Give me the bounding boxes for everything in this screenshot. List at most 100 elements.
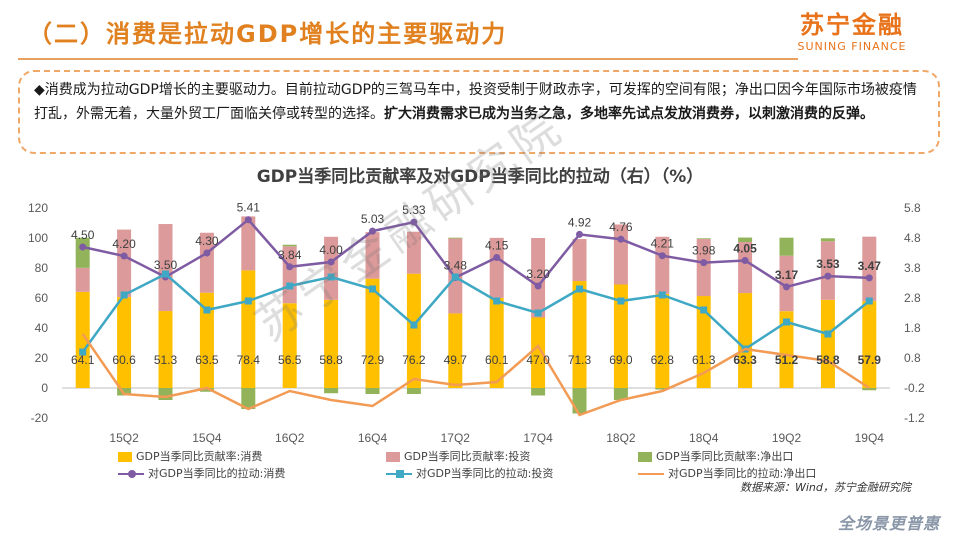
bar-investment — [738, 242, 753, 294]
bar-consumption — [199, 292, 214, 388]
bar-investment — [117, 229, 132, 298]
bar-investment — [75, 267, 90, 292]
data-label-consumption-contribution: 57.9 — [858, 353, 882, 367]
bar-netexport — [448, 237, 463, 239]
data-label-consumption-pull: 4.50 — [71, 228, 95, 242]
bar-consumption — [820, 299, 835, 388]
footer-slogan: 全场景更普惠 — [837, 514, 940, 533]
bar-netexport — [820, 238, 835, 242]
data-label-consumption-contribution: 56.5 — [278, 353, 302, 367]
point-investment — [410, 321, 418, 329]
point-consumption — [741, 257, 749, 264]
bar-netexport — [199, 388, 214, 392]
title-underline — [18, 58, 798, 60]
point-consumption — [410, 218, 418, 226]
point-consumption — [79, 243, 87, 251]
data-label-consumption-pull: 4.15 — [485, 239, 509, 253]
point-investment — [451, 273, 459, 281]
data-label-consumption-pull: 4.21 — [651, 237, 675, 251]
point-consumption — [700, 259, 708, 267]
data-label-consumption-pull: 3.20 — [526, 267, 550, 281]
data-label-consumption-pull: 4.76 — [609, 220, 633, 234]
bar-investment — [531, 238, 546, 318]
legend-line — [638, 473, 664, 475]
legend-line — [386, 470, 412, 478]
x-tick-label: 15Q2 — [109, 431, 139, 445]
y-right-tick-label: 4.8 — [904, 231, 921, 245]
legend-label: 对GDP当季同比的拉动:净出口 — [668, 467, 817, 480]
page-title: （二）消费是拉动GDP增长的主要驱动力 — [28, 20, 508, 48]
logo-en-text: SUNING FINANCE — [797, 40, 907, 53]
point-consumption — [203, 249, 211, 257]
bar-investment — [406, 231, 421, 274]
x-tick-label: 16Q2 — [275, 431, 305, 445]
bar-consumption — [282, 303, 297, 388]
y-left-tick-label: 100 — [28, 231, 48, 245]
point-investment — [700, 306, 708, 314]
data-label-consumption-contribution: 62.8 — [651, 353, 675, 367]
data-label-consumption-contribution: 51.2 — [775, 353, 799, 367]
point-investment — [286, 282, 294, 290]
summary-note-box: ◆消费成为拉动GDP增长的主要驱动力。目前拉动GDP的三驾马车中，投资受制于财政… — [18, 70, 940, 154]
data-label-consumption-contribution: 69.0 — [609, 353, 633, 367]
data-label-consumption-pull: 4.30 — [195, 234, 219, 248]
point-consumption — [327, 258, 335, 266]
x-tick-label: 17Q4 — [523, 431, 553, 445]
logo-cn-text: 苏宁金融 — [800, 11, 904, 39]
bar-netexport — [613, 388, 628, 400]
data-label-consumption-contribution: 51.3 — [154, 353, 178, 367]
bar-netexport — [406, 388, 421, 394]
bar-investment — [862, 236, 877, 302]
line-consumption — [82, 217, 870, 289]
summary-note-text: ◆消费成为拉动GDP增长的主要驱动力。目前拉动GDP的三驾马车中，投资受制于财政… — [34, 78, 930, 126]
bar-investment — [241, 216, 256, 271]
bar-consumption — [75, 291, 90, 388]
legend-item-investment-bar: GDP当季同比贡献率:投资 — [386, 448, 530, 464]
data-label-consumption-contribution: 58.8 — [816, 353, 840, 367]
data-label-consumption-pull: 4.20 — [112, 237, 136, 251]
legend-label: 对GDP当季同比的拉动:消费 — [148, 467, 286, 480]
point-investment — [79, 348, 87, 356]
data-label-consumption-contribution: 63.5 — [195, 353, 219, 367]
y-right-tick-label: 1.8 — [904, 321, 921, 335]
point-consumption — [865, 274, 873, 282]
y-left-tick-label: 120 — [28, 201, 48, 215]
data-label-consumption-contribution: 47.0 — [526, 353, 550, 367]
legend-item-netexport-bar: GDP当季同比贡献率:净出口 — [638, 448, 793, 464]
bar-consumption — [572, 281, 587, 388]
y-right-tick-label: -0.2 — [904, 381, 925, 395]
brand-logo: 苏宁金融 SUNING FINANCE — [782, 10, 922, 54]
y-left-tick-label: 20 — [35, 351, 49, 365]
point-investment — [327, 273, 335, 281]
bar-consumption — [406, 273, 421, 388]
bar-netexport — [75, 237, 90, 268]
x-tick-label: 19Q4 — [855, 431, 885, 445]
data-label-consumption-pull: 4.00 — [319, 243, 343, 257]
legend-swatch — [118, 452, 132, 462]
bullet-icon: ◆ — [34, 82, 45, 98]
bar-investment — [696, 239, 711, 297]
y-right-tick-label: -1.2 — [904, 411, 925, 425]
line-investment — [81, 272, 871, 353]
bar-consumption — [489, 297, 504, 388]
point-consumption — [783, 283, 790, 291]
point-investment — [244, 297, 252, 305]
bar-netexport — [738, 237, 753, 243]
data-label-consumption-contribution: 60.6 — [112, 353, 136, 367]
data-label-consumption-contribution: 78.4 — [237, 353, 261, 367]
data-label-consumption-pull: 4.05 — [733, 242, 757, 256]
x-tick-label: 17Q2 — [441, 431, 471, 445]
bar-netexport — [117, 388, 132, 396]
chart-title: GDP当季同比贡献率及对GDP当季同比的拉动（右）（%） — [256, 167, 704, 187]
bar-consumption — [862, 301, 877, 388]
bar-consumption — [531, 317, 546, 388]
data-label-consumption-pull: 3.98 — [692, 244, 716, 258]
point-consumption — [369, 227, 376, 235]
legend-swatch — [638, 452, 652, 462]
bar-netexport — [696, 238, 711, 240]
bar-investment — [158, 224, 173, 312]
note-text-bold: 扩大消费需求已成为当务之急，多地率先试点发放消费券，以刺激消费的反弹。 — [384, 106, 874, 122]
legend-item-investment-line: 对GDP当季同比的拉动:投资 — [386, 465, 553, 481]
data-label-consumption-pull: 3.53 — [816, 257, 840, 271]
data-label-consumption-contribution: 49.7 — [444, 353, 468, 367]
